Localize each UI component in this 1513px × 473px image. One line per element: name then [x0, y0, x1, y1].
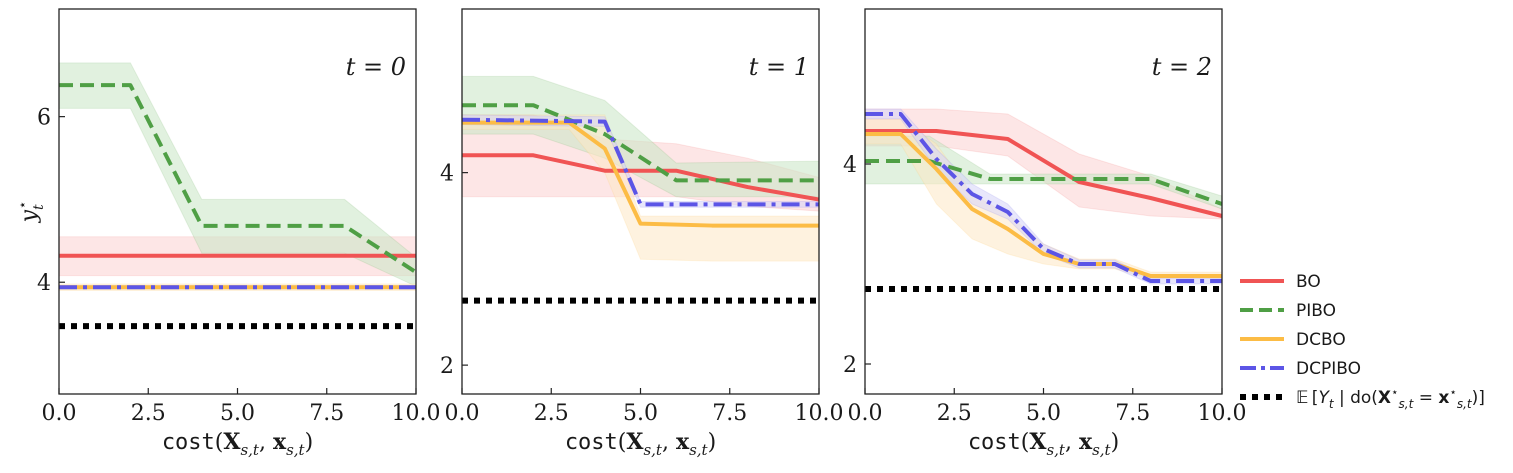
legend-label: PIBO	[1296, 301, 1336, 321]
x-tick-label: 2.5	[937, 401, 972, 426]
y-tick-label: 2	[440, 354, 454, 379]
x-tick-label: 0.0	[848, 401, 883, 426]
line-pibo	[462, 103, 819, 183]
legend-item-pibo: PIBO	[1240, 301, 1336, 321]
x-tick-label: 2.5	[131, 401, 166, 426]
legend-item-dcpibo: DCPIBO	[1240, 359, 1361, 379]
panel-label: t = 1	[749, 53, 809, 81]
y-tick-label: 4	[843, 153, 857, 178]
plot-area	[865, 108, 1222, 292]
legend-item-e-y-t-do-x-s-t-x-s-t: 𝔼 [Yt | do(X⋆s,t = x⋆s,t)]	[1240, 385, 1485, 411]
y-axis-label: yt⋆	[15, 201, 47, 224]
panel-3: 0.0 2.5 5.0 7.5 10.0 2 4 t = 2 cost(Xs,t, xs,t)	[843, 8, 1247, 459]
line-bo	[865, 129, 1222, 218]
y-tick-label: 4	[440, 162, 454, 187]
line-dcpibo	[865, 112, 1222, 283]
band-pibo	[865, 135, 1222, 210]
legend-label: BO	[1296, 272, 1321, 292]
panel-2: 0.0 2.5 5.0 7.5 10.0 2 4 t = 1 cost(Xs,t, xs,t)	[440, 8, 844, 459]
x-tick-label: 0.0	[445, 401, 480, 426]
x-tick-label: 0.0	[42, 401, 77, 426]
x-tick-label: 5.0	[623, 401, 658, 426]
x-tick-label: 7.5	[1115, 401, 1150, 426]
x-tick-label: 10.0	[795, 401, 844, 426]
legend: BO PIBO DCBO DCPIBO 𝔼 [Yt | do(X⋆s,t = x⋆s,t…	[1240, 272, 1485, 411]
x-tick-label: 10.0	[1198, 401, 1247, 426]
line-bo	[462, 153, 819, 202]
x-tick-label: 10.0	[392, 401, 441, 426]
panel-label: t = 0	[346, 53, 406, 81]
panels: 0.0 2.5 5.0 7.5 10.0 4 6 t = 0 cost(Xs,t, xs,t) y…	[15, 8, 1247, 459]
plot-area	[462, 75, 819, 304]
x-tick-label: 7.5	[712, 401, 747, 426]
x-tick-label: 5.0	[1026, 401, 1061, 426]
legend-item-dcbo: DCBO	[1240, 330, 1346, 350]
legend-label: DCPIBO	[1296, 359, 1361, 379]
y-tick-label: 6	[37, 106, 51, 131]
x-tick-label: 2.5	[534, 401, 569, 426]
x-axis-label: cost(Xs,t, xs,t)	[968, 429, 1119, 459]
legend-label: DCBO	[1296, 330, 1346, 350]
line-pibo	[59, 83, 416, 274]
line-pibo	[865, 159, 1222, 206]
panel-1: 0.0 2.5 5.0 7.5 10.0 4 6 t = 0 cost(Xs,t, xs,t) y…	[15, 8, 441, 459]
line-dcbo	[462, 120, 819, 228]
legend-item-bo: BO	[1240, 272, 1321, 292]
plot-area	[59, 62, 416, 330]
panel-label: t = 2	[1152, 53, 1212, 81]
legend-label: 𝔼 [Yt | do(X⋆s,t = x⋆s,t)]	[1296, 385, 1485, 411]
x-tick-label: 5.0	[220, 401, 255, 426]
y-tick-label: 4	[37, 271, 51, 296]
y-tick-label: 2	[843, 353, 857, 378]
band-pibo	[462, 75, 819, 198]
line-dcbo	[865, 132, 1222, 278]
x-axis-label: cost(Xs,t, xs,t)	[162, 429, 313, 459]
x-tick-label: 7.5	[309, 401, 344, 426]
x-axis-label: cost(Xs,t, xs,t)	[565, 429, 716, 459]
line-dcpibo	[462, 117, 819, 207]
